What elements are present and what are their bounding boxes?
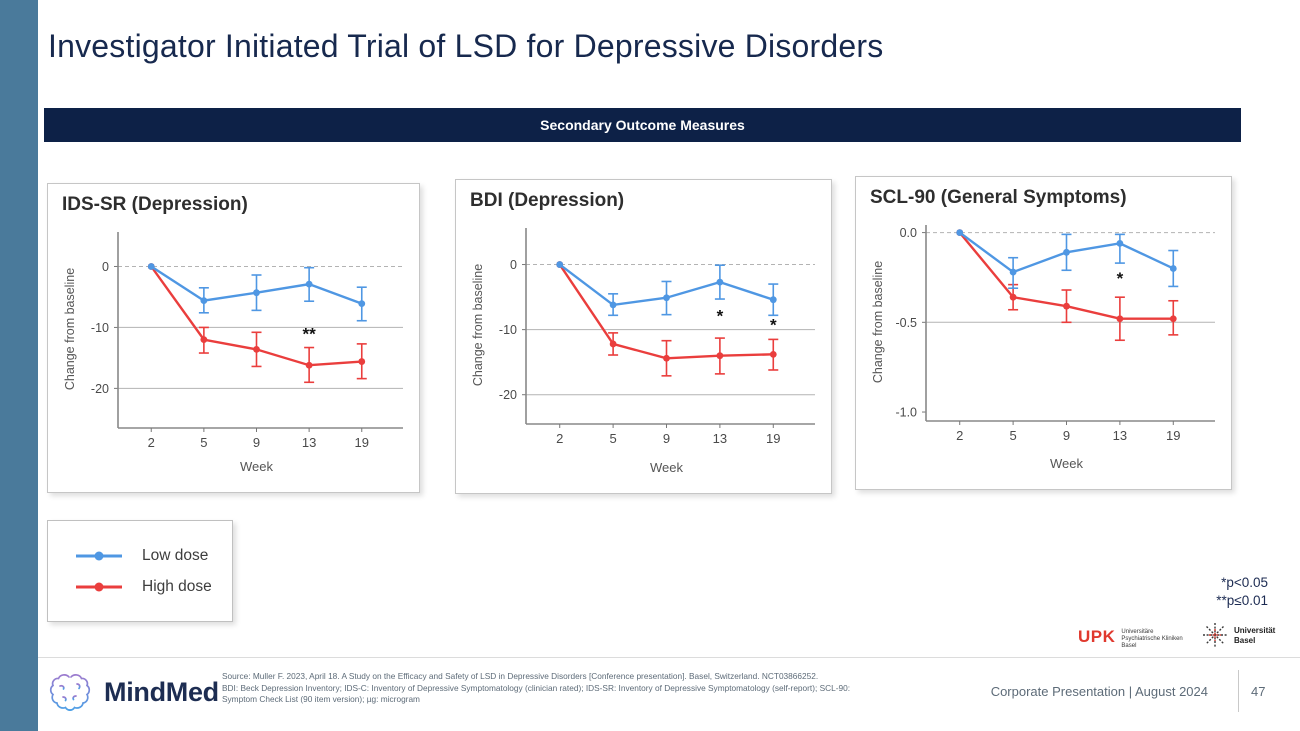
- chart-svg: 0 -10 -20 2 5 9 13 19 **: [91, 232, 403, 450]
- upk-caption-line: Basel: [1121, 643, 1137, 649]
- legend-item-high-dose: High dose: [74, 578, 232, 596]
- chart-title: BDI (Depression): [470, 190, 625, 211]
- footer-presentation-label: Corporate Presentation | August 2024: [990, 684, 1208, 699]
- unibas-caption-line: Basel: [1234, 635, 1256, 645]
- svg-text:-0.5: -0.5: [895, 316, 917, 330]
- svg-text:5: 5: [200, 435, 207, 450]
- svg-text:13: 13: [713, 431, 727, 446]
- source-line: Symptom Check List (90 item version); µg…: [222, 694, 420, 704]
- svg-text:9: 9: [253, 435, 260, 450]
- chart-panel-ids-sr: IDS-SR (Depression) Change from baseline…: [47, 183, 420, 493]
- mindmed-logo: MindMed: [46, 668, 219, 716]
- mindmed-wordmark: MindMed: [104, 676, 219, 707]
- unibas-logo-caption: Universität Basel: [1234, 626, 1275, 645]
- svg-text:5: 5: [609, 431, 616, 446]
- upk-caption-line: Universitäre: [1121, 629, 1154, 635]
- svg-text:-10: -10: [499, 323, 517, 337]
- svg-text:-10: -10: [91, 321, 109, 335]
- svg-text:13: 13: [302, 435, 316, 450]
- slide-title: Investigator Initiated Trial of LSD for …: [48, 28, 884, 64]
- legend-label: High dose: [142, 577, 212, 595]
- svg-text:-20: -20: [91, 382, 109, 396]
- x-axis-label: Week: [650, 460, 683, 475]
- footer-page-divider: [1238, 670, 1239, 712]
- svg-text:19: 19: [1166, 428, 1180, 443]
- svg-text:*: *: [770, 316, 777, 335]
- chart-title: SCL-90 (General Symptoms): [870, 187, 1127, 208]
- unibas-caption-line: Universität: [1234, 626, 1276, 635]
- unibas-star-icon: [1203, 623, 1227, 647]
- svg-text:2: 2: [148, 435, 155, 450]
- chart-title: IDS-SR (Depression): [62, 194, 248, 215]
- svg-text:2: 2: [956, 428, 963, 443]
- upk-logo: UPK Universitäre Psychiatrische Kliniken…: [1078, 627, 1183, 650]
- upk-logo-text: UPK: [1078, 627, 1116, 646]
- svg-text:19: 19: [355, 435, 369, 450]
- svg-text:*: *: [1117, 269, 1124, 288]
- legend-item-low-dose: Low dose: [74, 547, 232, 565]
- svg-text:**: **: [303, 325, 317, 344]
- x-axis-label: Week: [240, 459, 273, 474]
- svg-text:0: 0: [102, 260, 109, 274]
- chart-panel-bdi: BDI (Depression) Change from baseline 0-…: [455, 179, 832, 494]
- p-value-line: **p≤0.01: [1216, 593, 1268, 608]
- source-line: BDI: Beck Depression Inventory; IDS-C: I…: [222, 682, 851, 693]
- high-dose-line-icon: [76, 582, 122, 591]
- section-banner: Secondary Outcome Measures: [44, 108, 1241, 142]
- legend: Low dose High dose: [47, 520, 233, 622]
- svg-text:9: 9: [1063, 428, 1070, 443]
- svg-text:0: 0: [510, 258, 517, 272]
- svg-text:2: 2: [556, 431, 563, 446]
- significance-note: *p<0.05 **p≤0.01: [1216, 574, 1268, 610]
- svg-text:0.0: 0.0: [900, 226, 917, 240]
- svg-text:-1.0: -1.0: [895, 406, 917, 420]
- mindmed-brain-icon: [49, 674, 91, 711]
- x-axis-label: Week: [1050, 456, 1083, 471]
- section-banner-label: Secondary Outcome Measures: [540, 117, 745, 133]
- legend-label: Low dose: [142, 546, 209, 564]
- chart-svg: 0.0 -0.5 -1.0 2 5 9 13 19 *: [895, 225, 1215, 443]
- upk-caption-line: Psychiatrische Kliniken: [1121, 636, 1183, 642]
- low-dose-line-icon: [76, 551, 122, 560]
- chart-panel-scl-90: SCL-90 (General Symptoms) Change from ba…: [855, 176, 1232, 490]
- svg-text:9: 9: [663, 431, 670, 446]
- svg-text:5: 5: [1009, 428, 1016, 443]
- page-number: 47: [1251, 684, 1266, 699]
- left-accent-bar: [0, 0, 38, 731]
- p-value-line: *p<0.05: [1221, 575, 1268, 590]
- upk-logo-caption: Universitäre Psychiatrische Kliniken Bas…: [1121, 629, 1182, 650]
- svg-text:-20: -20: [499, 388, 517, 402]
- source-line: Source: Muller F. 2023, April 18. A Stud…: [222, 671, 819, 681]
- svg-text:*: *: [717, 307, 724, 326]
- svg-text:13: 13: [1113, 428, 1127, 443]
- footer-divider: [38, 657, 1300, 658]
- chart-svg: 0 -10 -20 2 5 9 13 19 * *: [499, 228, 815, 446]
- unibas-logo: Universität Basel: [1202, 622, 1275, 648]
- source-note: Source: Muller F. 2023, April 18. A Stud…: [222, 671, 882, 706]
- svg-text:19: 19: [766, 431, 780, 446]
